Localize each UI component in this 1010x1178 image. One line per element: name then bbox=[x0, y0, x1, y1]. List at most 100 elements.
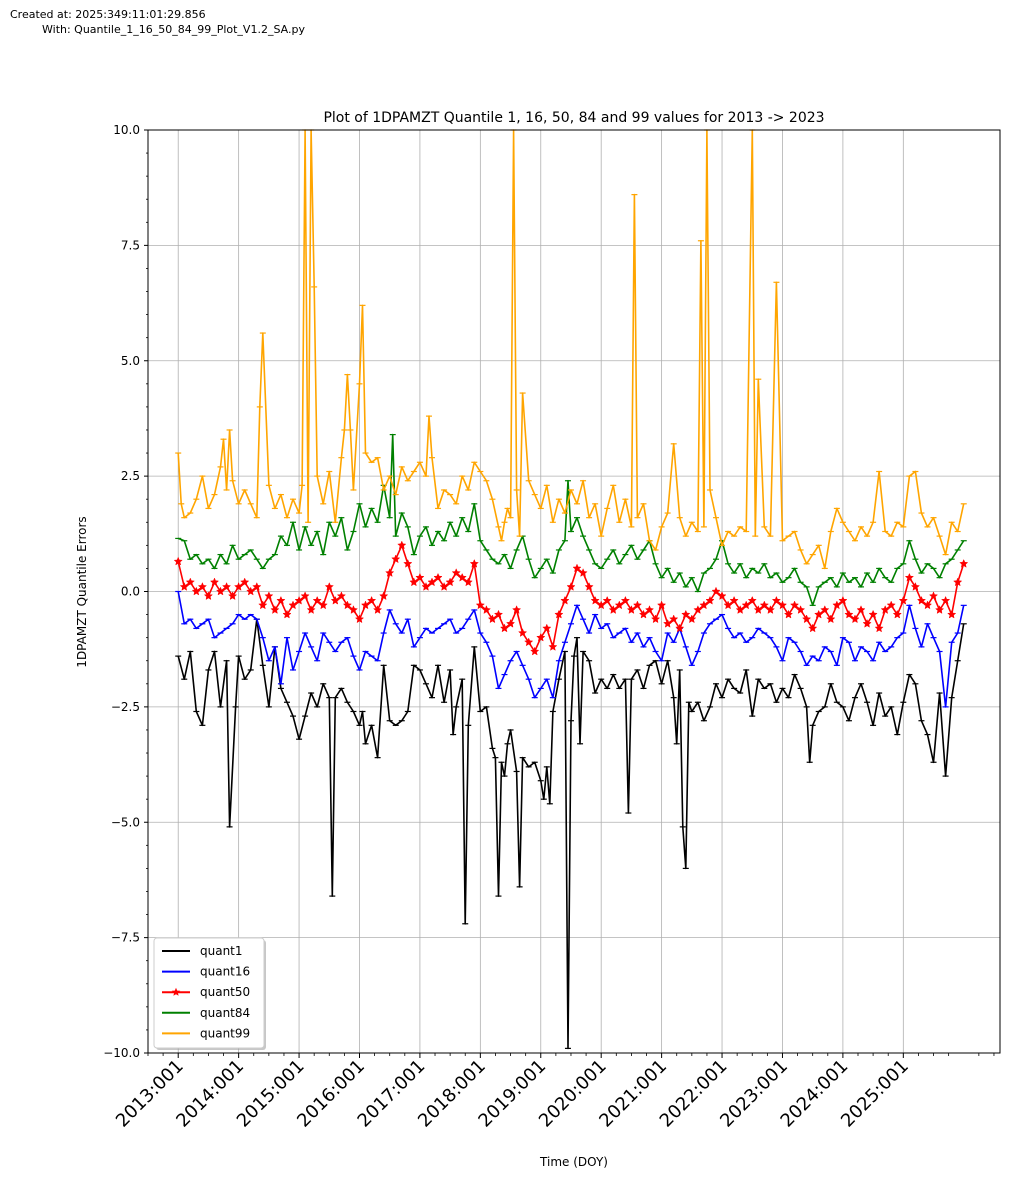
legend-box bbox=[153, 937, 265, 1049]
data-point bbox=[240, 577, 250, 587]
created-at-text: Created at: 2025:349:11:01:29.856 bbox=[10, 8, 206, 21]
data-point bbox=[221, 582, 232, 591]
data-point bbox=[517, 628, 528, 637]
data-point bbox=[656, 600, 667, 610]
data-point bbox=[602, 595, 612, 605]
data-point bbox=[548, 642, 558, 651]
legend-marker-quant50 bbox=[171, 987, 181, 996]
data-point bbox=[336, 591, 347, 601]
data-point bbox=[590, 595, 600, 605]
data-point bbox=[850, 614, 860, 624]
data-point bbox=[904, 572, 915, 582]
data-point bbox=[560, 595, 570, 605]
data-point bbox=[826, 614, 836, 624]
data-point bbox=[415, 572, 425, 582]
data-point bbox=[463, 577, 473, 587]
legend-label-quant16: quant16 bbox=[200, 965, 250, 979]
data-point bbox=[288, 600, 298, 610]
data-point bbox=[856, 605, 866, 614]
data-point bbox=[934, 605, 945, 614]
data-point bbox=[282, 609, 292, 619]
data-point bbox=[916, 595, 927, 605]
y-tick-label: 7.5 bbox=[121, 238, 140, 252]
data-point bbox=[681, 609, 691, 619]
legend-label-quant99: quant99 bbox=[200, 1026, 250, 1040]
data-point bbox=[391, 554, 401, 564]
data-point bbox=[536, 632, 546, 642]
data-point bbox=[397, 540, 407, 550]
y-tick-label: 0.0 bbox=[121, 585, 140, 599]
data-point bbox=[372, 605, 383, 614]
data-point bbox=[735, 605, 745, 614]
data-point bbox=[511, 605, 522, 614]
data-point bbox=[669, 614, 679, 624]
data-point bbox=[608, 605, 618, 614]
series-quant99 bbox=[175, 129, 967, 570]
data-point bbox=[771, 595, 782, 605]
data-point bbox=[910, 582, 921, 591]
data-point bbox=[421, 582, 431, 591]
data-point bbox=[711, 586, 721, 596]
data-point bbox=[729, 595, 739, 605]
legend-label-quant1: quant1 bbox=[200, 944, 243, 958]
data-point bbox=[820, 605, 830, 614]
series-quant1 bbox=[175, 618, 967, 1050]
data-point bbox=[814, 609, 824, 619]
data-point bbox=[499, 623, 510, 633]
data-point bbox=[959, 558, 969, 568]
data-point bbox=[554, 609, 564, 619]
data-point bbox=[922, 600, 933, 610]
data-point bbox=[481, 605, 492, 614]
data-point bbox=[469, 558, 479, 568]
data-point bbox=[741, 600, 751, 610]
data-point bbox=[276, 595, 286, 605]
data-point bbox=[783, 609, 794, 619]
data-point bbox=[439, 582, 449, 591]
data-point bbox=[789, 600, 800, 610]
y-tick-label: 10.0 bbox=[113, 123, 140, 137]
data-point bbox=[947, 609, 957, 619]
chart-title: Plot of 1DPAMZT Quantile 1, 16, 50, 84 a… bbox=[323, 110, 824, 126]
data-point bbox=[252, 582, 262, 591]
series-quant84 bbox=[175, 433, 967, 607]
data-point bbox=[191, 586, 201, 596]
data-point bbox=[759, 600, 769, 610]
data-point bbox=[886, 600, 896, 610]
data-point bbox=[318, 600, 328, 610]
data-point bbox=[753, 605, 763, 614]
data-point bbox=[898, 595, 908, 605]
data-point bbox=[312, 595, 322, 605]
data-point bbox=[638, 609, 649, 619]
data-point bbox=[330, 595, 340, 605]
data-point bbox=[844, 609, 854, 619]
data-point bbox=[614, 600, 624, 610]
data-point bbox=[928, 591, 939, 601]
data-point bbox=[379, 591, 389, 601]
data-point bbox=[723, 600, 733, 610]
data-point bbox=[892, 609, 902, 619]
data-point bbox=[197, 582, 208, 591]
data-point bbox=[578, 568, 588, 577]
data-point bbox=[632, 600, 643, 610]
series-quant16 bbox=[175, 590, 967, 708]
data-point bbox=[233, 582, 244, 591]
series-quant50 bbox=[173, 540, 969, 656]
data-point bbox=[451, 568, 461, 577]
data-point bbox=[258, 600, 268, 610]
data-point bbox=[203, 591, 214, 601]
data-point bbox=[324, 582, 334, 591]
data-point bbox=[524, 637, 534, 647]
data-point bbox=[699, 600, 709, 610]
x-axis: 2013:0012014:0012015:0012016:0012017:001… bbox=[112, 1053, 995, 1132]
data-point bbox=[808, 623, 818, 633]
y-axis: −10.0 −7.5 −5.0 −2.5 0.0 2.5 5.0 7.5 10.0 bbox=[103, 123, 148, 1060]
data-point bbox=[294, 595, 304, 605]
series-line-quant1 bbox=[177, 618, 965, 1050]
data-point bbox=[306, 605, 316, 614]
data-point bbox=[626, 605, 637, 614]
data-point bbox=[493, 609, 504, 619]
data-point bbox=[795, 605, 806, 614]
data-point bbox=[348, 605, 359, 614]
series-layer bbox=[173, 129, 969, 1050]
data-point bbox=[433, 572, 443, 582]
